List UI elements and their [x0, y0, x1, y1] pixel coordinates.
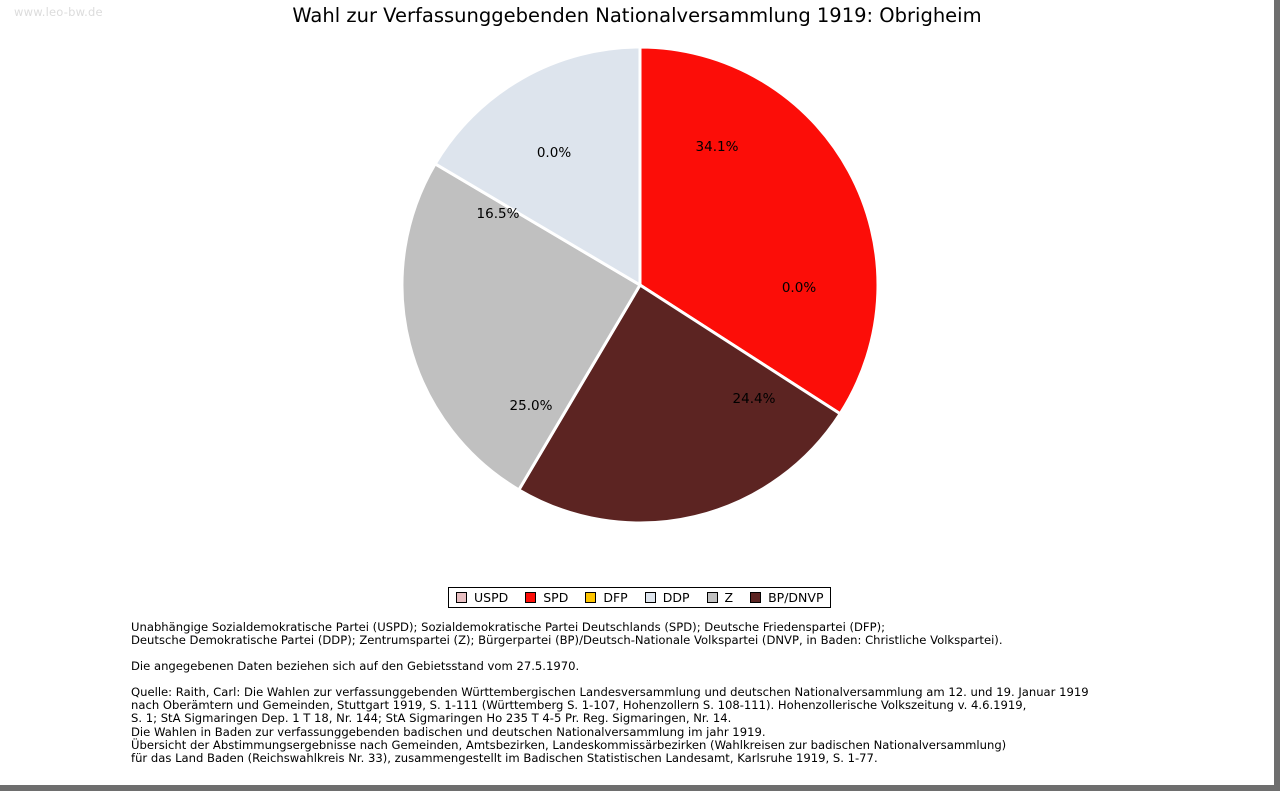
pie-slice-z [400, 161, 643, 492]
legend-swatch-icon [750, 592, 762, 603]
footnote-block-2: Die angegebenen Daten beziehen sich auf … [131, 660, 1191, 673]
legend-label: DFP [603, 590, 628, 605]
footnote-line: Die Wahlen in Baden zur verfassunggebend… [131, 724, 766, 739]
pie-svg [400, 45, 880, 525]
footnote-line: Quelle: Raith, Carl: Die Wahlen zur verf… [131, 685, 1089, 700]
legend-label: USPD [474, 590, 509, 605]
footnote-block-1: Unabhängige Sozialdemokratische Partei (… [131, 620, 1191, 648]
footnote-line: nach Oberämtern und Gemeinden, Stuttgart… [131, 698, 1027, 713]
legend-swatch-icon [585, 592, 597, 603]
footnote-block-3: Quelle: Raith, Carl: Die Wahlen zur verf… [131, 686, 1191, 765]
legend-item-dfp[interactable]: DFP [585, 590, 628, 605]
legend-swatch-icon [525, 592, 537, 603]
pie-label-bp-dnvp: 24.4% [732, 391, 776, 407]
footnotes: Unabhängige Sozialdemokratische Partei (… [131, 620, 1191, 765]
pie-slice-bp-dnvp [516, 282, 843, 525]
footnote-line: S. 1; StA Sigmaringen Dep. 1 T 18, Nr. 1… [131, 711, 732, 726]
footnote-line: für das Land Baden (Reichswahlkreis Nr. … [131, 750, 878, 765]
legend-label: BP/DNVP [768, 590, 824, 605]
legend-label: Z [724, 590, 734, 605]
footnote-line: Übersicht der Abstimmungsergebnisse nach… [131, 737, 1007, 752]
legend-item-bp-dnvp[interactable]: BP/DNVP [750, 590, 823, 605]
legend-label: SPD [543, 590, 569, 605]
pie-label-dfp: 0.0% [781, 280, 817, 296]
page-title: Wahl zur Verfassunggebenden Nationalvers… [292, 4, 982, 27]
watermark: www.leo-bw.de [14, 5, 103, 19]
pie-label-spd: 34.1% [695, 139, 739, 155]
chart-legend: USPD SPD DFP DDP Z BP/DNVP [448, 587, 832, 608]
legend-swatch-icon [644, 592, 656, 603]
pie-label-ddp: 16.5% [476, 206, 520, 222]
footnote-line: Unabhängige Sozialdemokratische Partei (… [131, 620, 886, 634]
legend-swatch-icon [706, 592, 718, 603]
legend-item-spd[interactable]: SPD [525, 590, 568, 605]
footnote-line: Die angegebenen Daten beziehen sich auf … [131, 659, 580, 674]
pie-slice-ddp [433, 45, 642, 288]
pie-chart [400, 45, 880, 525]
pie-label-uspd: 0.0% [536, 145, 572, 161]
legend-item-uspd[interactable]: USPD [456, 590, 508, 605]
legend-item-ddp[interactable]: DDP [644, 590, 690, 605]
pie-slices [400, 45, 880, 525]
legend-label: DDP [662, 590, 690, 605]
pie-label-z: 25.0% [509, 398, 553, 414]
legend-item-z[interactable]: Z [706, 590, 734, 605]
legend-swatch-icon [456, 592, 467, 603]
footnote-line: Deutsche Demokratische Partei (DDP); Zen… [131, 633, 1003, 648]
